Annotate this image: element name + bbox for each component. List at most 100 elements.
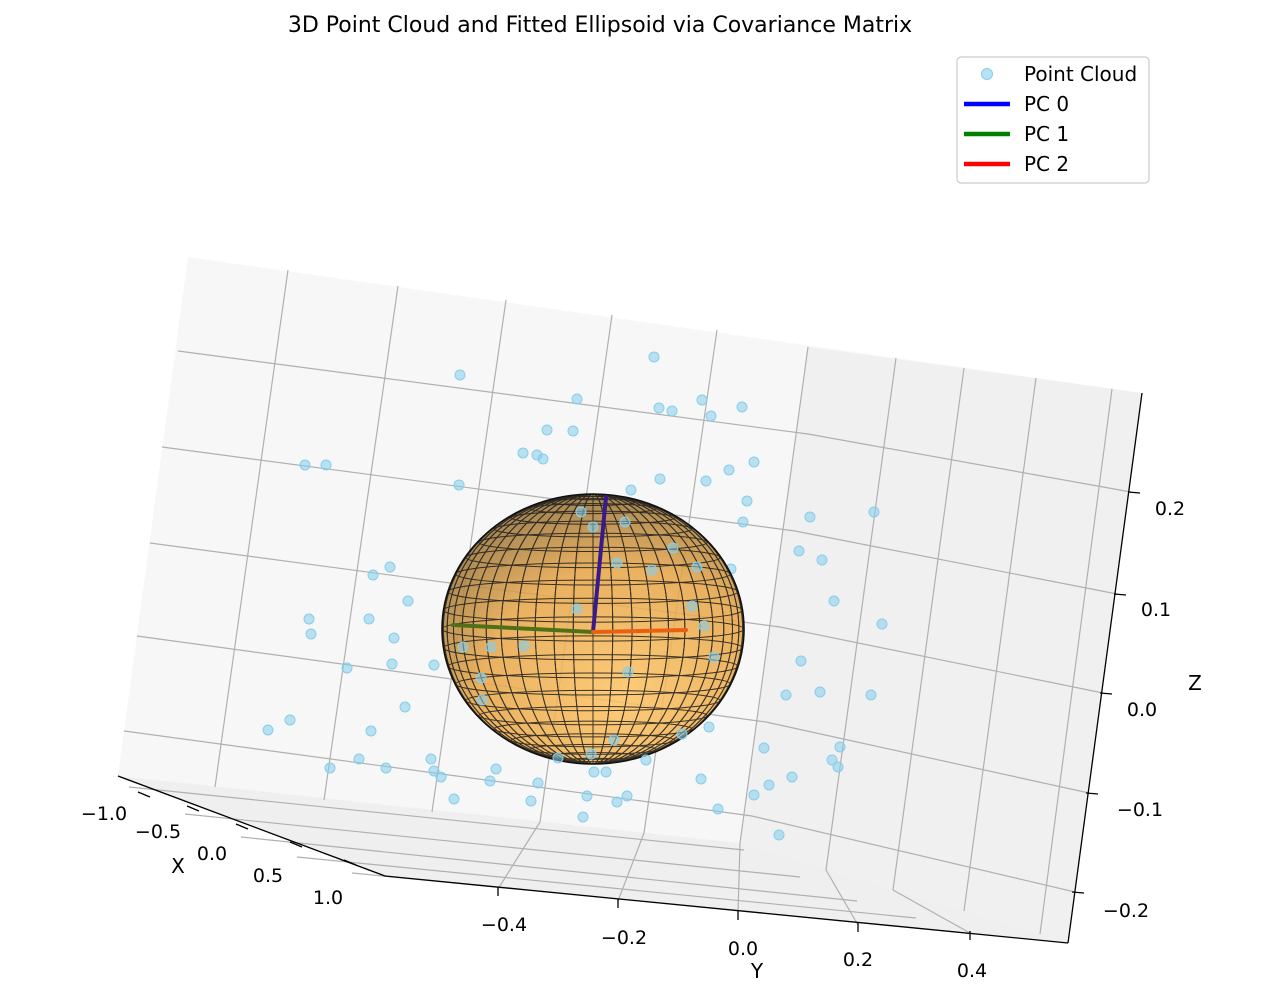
data-point: [453, 479, 465, 491]
data-point: [428, 659, 440, 671]
data-point: [666, 405, 678, 417]
data-point: [367, 569, 379, 581]
data-point: [654, 473, 666, 485]
point-cloud-front: [457, 506, 720, 778]
x-tick-label: −1.0: [81, 803, 127, 825]
data-point: [816, 554, 828, 566]
data-point: [399, 701, 411, 713]
ellipsoid-meridian: [461, 494, 725, 764]
data-point: [485, 641, 497, 653]
y-tick-label: −0.2: [601, 927, 647, 949]
data-point: [619, 516, 631, 528]
ellipsoid-meridian: [452, 494, 734, 764]
z-tick-label: −0.1: [1117, 799, 1163, 821]
data-point: [475, 672, 487, 684]
chart-title: 3D Point Cloud and Fitted Ellipsoid via …: [288, 13, 912, 38]
ellipsoid-latitude: [493, 720, 693, 738]
data-point: [386, 658, 398, 670]
x-tick-label: 1.0: [313, 887, 343, 909]
data-point: [587, 521, 599, 533]
data-point: [868, 506, 880, 518]
y-tick-label: 0.0: [728, 938, 758, 960]
data-point: [476, 694, 488, 706]
legend-box: [956, 56, 1150, 184]
data-point: [567, 425, 579, 437]
point-cloud: [262, 351, 888, 841]
data-point: [517, 447, 529, 459]
data-point: [611, 557, 623, 569]
data-point: [571, 393, 583, 405]
data-point: [700, 475, 712, 487]
data-point: [780, 689, 792, 701]
data-point: [428, 765, 440, 777]
data-point: [608, 734, 620, 746]
legend-label: PC 2: [1024, 152, 1069, 176]
data-point: [793, 545, 805, 557]
data-point: [621, 790, 633, 802]
data-point: [532, 777, 544, 789]
pc2-line: [591, 628, 688, 634]
data-point: [324, 762, 336, 774]
data-point: [640, 754, 652, 766]
data-point: [648, 351, 660, 363]
data-point: [588, 766, 600, 778]
z-tick-label: 0.2: [1155, 498, 1185, 520]
data-point: [695, 773, 707, 785]
data-point: [262, 724, 274, 736]
data-point: [571, 603, 583, 615]
data-point: [305, 628, 317, 640]
data-point: [388, 632, 400, 644]
data-point: [457, 641, 469, 653]
data-point: [402, 595, 414, 607]
pc0-line: [591, 495, 608, 634]
data-point: [698, 620, 710, 632]
data-point: [299, 459, 311, 471]
legend-label: PC 0: [1024, 92, 1069, 116]
data-point: [696, 394, 708, 406]
legend-label: PC 1: [1024, 122, 1069, 146]
data-point: [448, 793, 460, 805]
data-point: [705, 410, 717, 422]
floor-pane: [118, 776, 1068, 943]
data-point: [708, 651, 720, 663]
data-point: [303, 613, 315, 625]
data-point: [380, 762, 392, 774]
data-point: [736, 401, 748, 413]
data-point: [581, 790, 593, 802]
pc1-line: [451, 623, 595, 634]
data-point: [828, 595, 840, 607]
data-point: [585, 748, 597, 760]
y-axis-label: Y: [750, 959, 764, 983]
data-point: [365, 725, 377, 737]
data-point: [435, 771, 447, 783]
data-point: [741, 495, 753, 507]
data-point: [826, 754, 838, 766]
data-point: [525, 795, 537, 807]
data-point: [537, 453, 549, 465]
tick-marks: [137, 491, 1141, 940]
data-point: [832, 761, 844, 773]
data-point: [676, 728, 688, 740]
ellipsoid-meridian: [442, 494, 744, 764]
y-tick-label: 0.2: [843, 949, 873, 971]
data-point: [625, 484, 637, 496]
data-point: [320, 459, 332, 471]
data-point: [686, 600, 698, 612]
data-point: [284, 714, 296, 726]
y-tick-label: −0.4: [481, 914, 527, 936]
data-point: [541, 424, 553, 436]
x-tick-label: 0.0: [197, 843, 227, 865]
data-point: [484, 775, 496, 787]
data-point: [865, 689, 877, 701]
principal-components: [451, 495, 688, 634]
data-point: [425, 753, 437, 765]
data-point: [341, 662, 353, 674]
data-point: [353, 753, 365, 765]
axes-lines: [117, 392, 1143, 944]
data-point: [646, 564, 658, 576]
data-point: [667, 542, 679, 554]
ellipsoid-meridian: [446, 494, 740, 764]
data-point: [712, 803, 724, 815]
legend: Point Cloud PC 0 PC 1 PC 2: [956, 56, 1150, 184]
